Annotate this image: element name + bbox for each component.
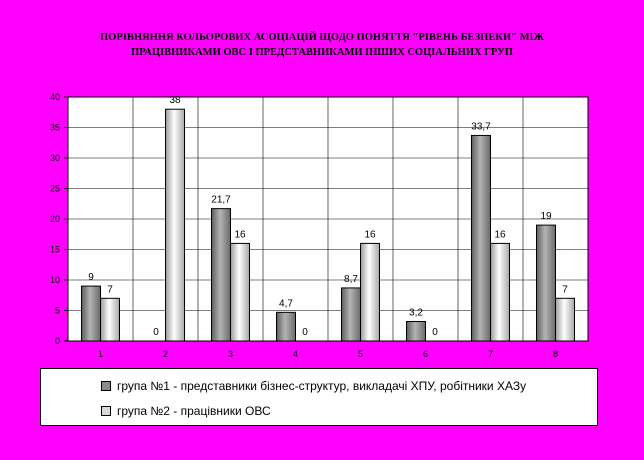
data-label-series-2: 16 — [234, 229, 246, 240]
data-label-series-1: 21,7 — [211, 195, 231, 206]
x-tick-label: 8 — [553, 349, 558, 359]
chart-legend: група №1 - представники бізнес-структур,… — [40, 368, 598, 426]
data-label-series-2: 7 — [562, 284, 568, 295]
chart-title: ПОРІВНЯННЯ КОЛЬОРОВИХ АСОЦІАЦІЙ ЩОДО ПОН… — [40, 30, 604, 60]
y-tick-label: 20 — [50, 214, 60, 224]
data-label-series-2: 7 — [107, 284, 113, 295]
chart-title-line-1: ПОРІВНЯННЯ КОЛЬОРОВИХ АСОЦІАЦІЙ ЩОДО ПОН… — [100, 32, 544, 43]
data-label-series-1: 0 — [153, 327, 159, 338]
y-tick-label: 25 — [50, 184, 60, 194]
legend-swatch-group-1 — [101, 381, 111, 391]
data-label-series-2: 0 — [302, 327, 308, 338]
x-tick-label: 1 — [98, 349, 103, 359]
data-label-series-2: 16 — [494, 229, 506, 240]
x-tick-label: 6 — [423, 349, 428, 359]
y-tick-label: 15 — [50, 245, 60, 255]
x-tick-label: 4 — [293, 349, 298, 359]
y-tick-label: 10 — [50, 275, 60, 285]
bar-series-2 — [360, 242, 380, 342]
x-tick-label: 2 — [163, 349, 168, 359]
bar-series-1 — [211, 208, 231, 342]
y-tick-label: 30 — [50, 153, 60, 163]
data-label-series-2: 0 — [432, 327, 438, 338]
legend-label-group-2: група №2 - працівники ОВС — [117, 404, 271, 418]
y-tick-label: 40 — [50, 92, 60, 102]
data-label-series-1: 33,7 — [471, 121, 491, 132]
data-label-series-1: 4,7 — [279, 298, 293, 309]
bar-series-1 — [276, 311, 296, 342]
y-tick-label: 0 — [55, 336, 60, 346]
legend-label-group-1: група №1 - представники бізнес-структур,… — [117, 379, 527, 393]
bar-series-2 — [165, 108, 185, 342]
x-tick-label: 5 — [358, 349, 363, 359]
bar-series-2 — [230, 242, 250, 342]
data-label-series-1: 3,2 — [409, 307, 423, 318]
bar-series-1 — [406, 320, 426, 342]
bar-series-1 — [536, 224, 556, 342]
x-tick-label: 3 — [228, 349, 233, 359]
legend-swatch-group-2 — [101, 406, 111, 416]
data-label-series-2: 16 — [364, 229, 376, 240]
data-label-series-1: 8,7 — [344, 274, 358, 285]
data-label-series-1: 9 — [88, 272, 94, 283]
bar-series-2 — [100, 297, 120, 342]
bar-series-1 — [81, 285, 101, 342]
data-label-series-1: 19 — [540, 211, 552, 222]
bar-series-2 — [490, 242, 510, 342]
y-tick-label: 5 — [55, 306, 60, 316]
bar-series-1 — [341, 287, 361, 342]
bar-series-1 — [471, 134, 491, 342]
x-tick-label: 7 — [488, 349, 493, 359]
data-label-series-2: 38 — [169, 95, 181, 106]
y-tick-label: 35 — [50, 123, 60, 133]
bar-series-2 — [555, 297, 575, 342]
chart-title-line-2: ПРАЦІВНИКАМИ ОВС І ПРЕДСТАВНИКАМИ ІНШИХ … — [131, 47, 513, 58]
